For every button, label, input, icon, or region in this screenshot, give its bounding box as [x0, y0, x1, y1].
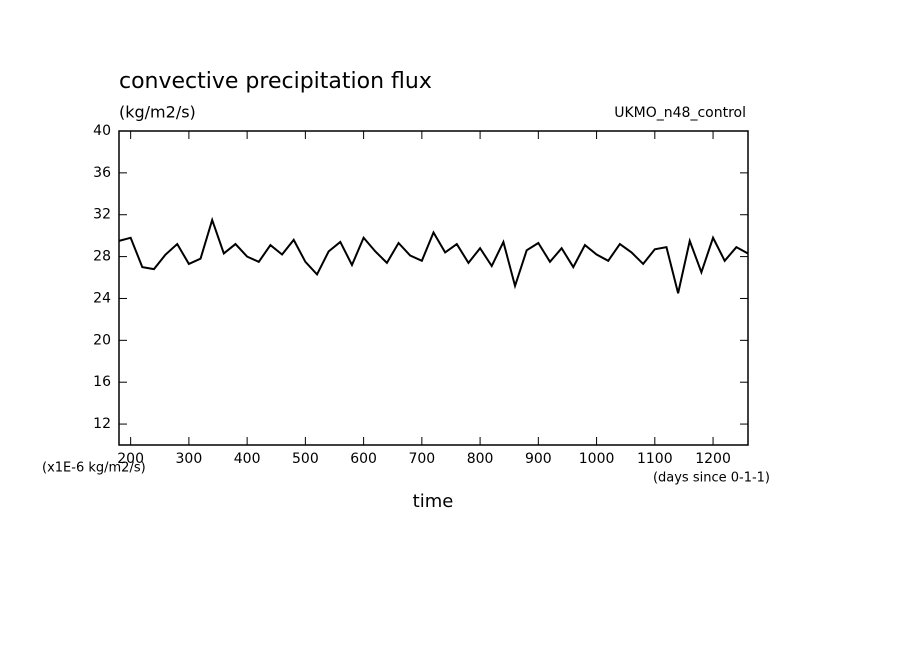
- x-tick-label: 1200: [695, 451, 731, 467]
- x-axis-label: time: [413, 491, 454, 512]
- x-tick-label: 900: [525, 451, 552, 467]
- y-tick-label: 32: [93, 207, 111, 223]
- x-unit-note: (days since 0-1-1): [653, 471, 770, 486]
- x-tick-label: 700: [408, 451, 435, 467]
- x-tick-label: 300: [176, 451, 203, 467]
- y-tick-label: 24: [93, 290, 111, 306]
- y-tick-label: 36: [93, 165, 111, 181]
- x-tick-label: 200: [117, 451, 144, 467]
- x-tick-label: 1100: [637, 451, 673, 467]
- x-tick-label: 500: [292, 451, 319, 467]
- x-tick-label: 1000: [579, 451, 615, 467]
- x-tick-label: 800: [467, 451, 494, 467]
- subtitle: (kg/m2/s): [119, 103, 196, 122]
- y-tick-label: 12: [93, 416, 111, 432]
- y-tick-label: 40: [93, 123, 111, 139]
- chart-title: convective precipitation flux: [119, 69, 432, 94]
- y-unit-note: (x1E-6 kg/m2/s): [42, 461, 146, 476]
- y-tick-label: 20: [93, 332, 111, 348]
- y-tick-label: 16: [93, 374, 111, 390]
- data-line: [118, 216, 749, 294]
- x-tick-label: 400: [234, 451, 261, 467]
- annotation: UKMO_n48_control: [614, 105, 746, 121]
- x-tick-label: 600: [350, 451, 377, 467]
- plot-frame: [118, 130, 749, 446]
- y-tick-label: 28: [93, 249, 111, 265]
